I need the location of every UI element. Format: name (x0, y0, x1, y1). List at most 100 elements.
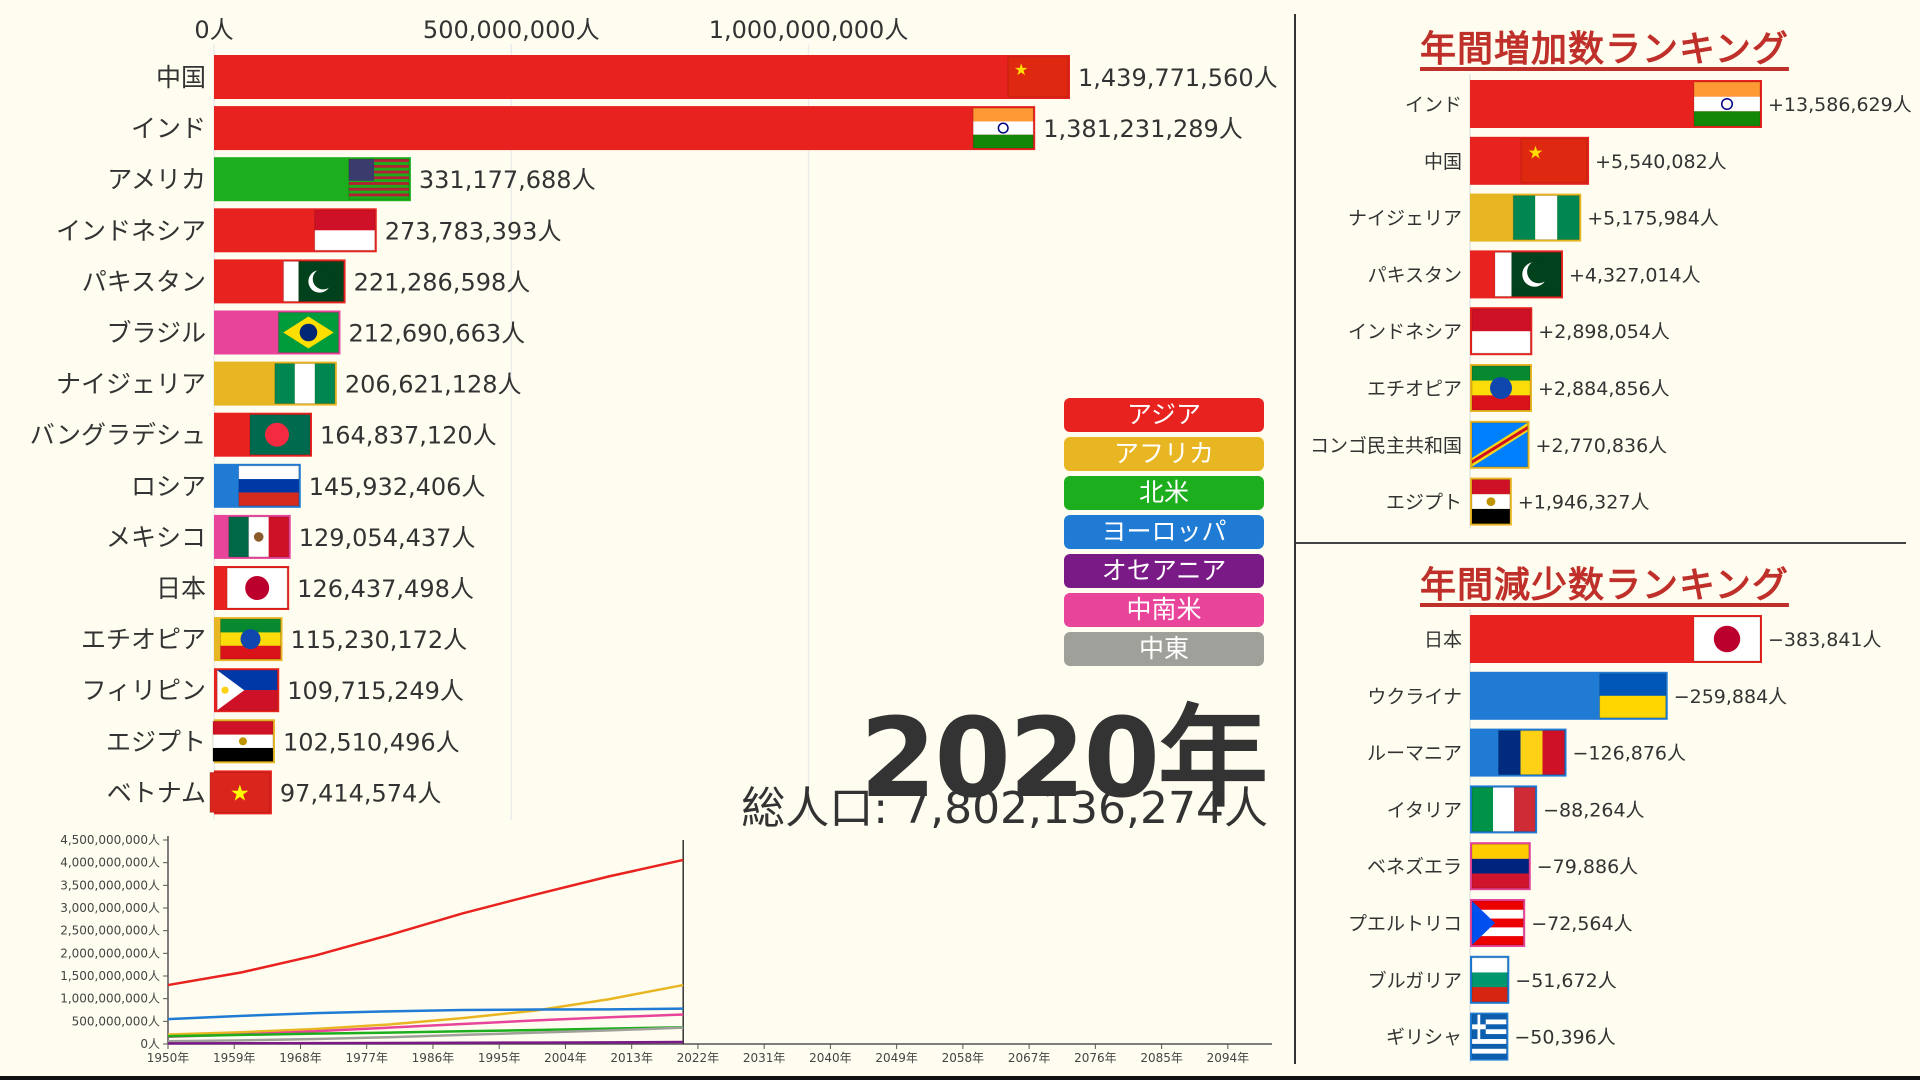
country-label: ブラジル (106, 319, 206, 348)
y-tick-label: 2,500,000,000人 (60, 924, 160, 938)
panel-divider-vertical (1294, 14, 1296, 1064)
country-label: パキスタン (1368, 264, 1462, 286)
flag-japan-icon (1693, 616, 1761, 662)
flag-bulgaria-icon (1471, 957, 1508, 1003)
legend-item-oceania: オセアニア (1064, 554, 1264, 588)
value-label: 126,437,498人 (297, 575, 474, 603)
flag-venezuela-icon (1471, 843, 1530, 889)
value-label: +5,175,984人 (1587, 208, 1719, 230)
value-label: +5,540,082人 (1595, 151, 1727, 173)
value-label: 102,510,496人 (283, 728, 460, 756)
x-tick-label: 2085年 (1140, 1051, 1183, 1065)
flag-india-icon (1693, 81, 1761, 127)
x-tick-label: 1,000,000,000人 (709, 16, 909, 44)
country-label: ベトナム (107, 778, 206, 807)
series-line (167, 1026, 684, 1043)
value-label: −259,884人 (1674, 686, 1788, 708)
country-label: メキシコ (106, 523, 206, 552)
flag-ethiopia-icon (1471, 365, 1531, 411)
country-label: バングラデシュ (30, 421, 206, 450)
country-label: エチオピア (1367, 378, 1462, 400)
region-line-chart: 0人 500,000,000人 1,000,000,000人 1,500,000,00… (60, 833, 1272, 1065)
value-label: +1,946,327人 (1518, 492, 1650, 514)
flag-puertorico-icon (1471, 900, 1524, 946)
value-label: −79,886人 (1537, 856, 1638, 878)
panel-divider-horizontal (1296, 542, 1906, 544)
flag-greece-icon (1471, 1014, 1507, 1060)
series-line (167, 1040, 684, 1045)
flag-mexico-icon (228, 516, 290, 558)
flag-vietnam-icon: ★ (209, 771, 271, 813)
country-label: ナイジェリア (56, 370, 206, 399)
flag-bangladesh-icon (249, 414, 311, 456)
country-label: ルーマニア (1367, 743, 1462, 765)
country-label: ナイジェリア (1348, 208, 1462, 230)
value-label: 115,230,172人 (291, 626, 468, 654)
country-label: 中国 (156, 63, 206, 92)
y-tick-label: 3,000,000,000人 (60, 901, 160, 915)
flag-india-icon (972, 107, 1034, 149)
value-label: +2,898,054人 (1538, 321, 1670, 343)
value-label: −51,672人 (1515, 970, 1616, 992)
series-line (167, 1013, 684, 1038)
population-bar (214, 55, 1070, 99)
flag-nigeria-icon (274, 363, 336, 405)
value-label: 129,054,437人 (299, 524, 476, 552)
country-label: パキスタン (82, 267, 206, 296)
country-label: 日本 (1424, 629, 1462, 651)
flag-china-icon: ★ (1520, 138, 1588, 184)
flag-nigeria-icon (1512, 195, 1580, 241)
value-label: 145,932,406人 (309, 473, 486, 501)
flag-italy-icon (1471, 786, 1536, 832)
x-tick-label: 1995年 (478, 1051, 521, 1065)
x-tick-label: 1959年 (213, 1051, 256, 1065)
population-bar (214, 106, 1036, 151)
country-label: エチオピア (81, 625, 206, 654)
value-label: 1,381,231,289人 (1043, 115, 1243, 143)
flag-japan-icon (226, 567, 288, 609)
country-label: ウクライナ (1367, 686, 1462, 708)
x-tick-label: 2076年 (1074, 1051, 1117, 1065)
x-tick-label: 2094年 (1207, 1051, 1250, 1065)
value-label: 273,783,393人 (385, 217, 562, 245)
flag-russia-icon (238, 465, 300, 507)
x-tick-label: 2067年 (1008, 1051, 1051, 1065)
flag-indonesia-icon (1471, 308, 1531, 354)
decrease-ranking-title: 年間減少数ランキング (1420, 565, 1789, 606)
value-label: −383,841人 (1768, 629, 1882, 651)
x-tick-label: 500,000,000人 (423, 16, 600, 44)
x-tick-label: 2049年 (875, 1051, 918, 1065)
series-line (167, 1007, 684, 1021)
country-label: コンゴ民主共和国 (1310, 435, 1462, 457)
value-label: 221,286,598人 (354, 268, 531, 296)
country-label: インドネシア (1348, 321, 1462, 343)
legend-item-north-america: 北米 (1064, 476, 1264, 510)
country-label: フィリピン (81, 676, 206, 705)
value-label: −72,564人 (1531, 913, 1632, 935)
value-label: 164,837,120人 (320, 422, 497, 450)
y-tick-label: 2,000,000,000人 (60, 946, 160, 960)
country-label: ロシア (131, 472, 206, 501)
country-label: 日本 (156, 574, 206, 603)
y-tick-label: 1,000,000,000人 (60, 992, 160, 1006)
value-label: 1,439,771,560人 (1078, 64, 1278, 92)
svg-text:★: ★ (230, 781, 250, 806)
x-tick-label: 1968年 (279, 1051, 322, 1065)
y-tick-label: 0人 (140, 1037, 160, 1051)
country-label: アメリカ (107, 165, 206, 194)
x-tick-label: 1977年 (345, 1051, 388, 1065)
country-label: インド (131, 114, 206, 143)
flag-romania-icon (1498, 730, 1566, 776)
value-label: +13,586,629人 (1768, 94, 1912, 116)
region-legend: アジア アフリカ 北米 ヨーロッパ オセアニア 中南米 中東 (1064, 398, 1264, 671)
value-label: +4,327,014人 (1569, 264, 1701, 286)
value-label: 212,690,663人 (348, 320, 525, 348)
flag-pakistan-icon (1494, 251, 1562, 297)
population-bar-chart: 0人 500,000,000人 1,000,000,000人 ★ 中国 1,439,771… (30, 16, 1278, 820)
country-label: インドネシア (56, 216, 206, 245)
country-label: エジプト (1386, 492, 1462, 514)
x-tick-label: 2040年 (809, 1051, 852, 1065)
flag-drc-icon (1471, 422, 1529, 468)
total-population-label: 総人口: 7,802,136,274人 (741, 783, 1268, 834)
